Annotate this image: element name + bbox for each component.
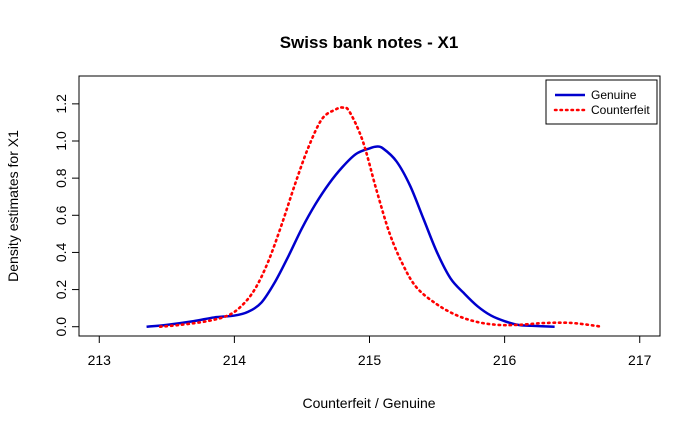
series-line-genuine [146,145,555,328]
y-tick-label: 0.4 [53,242,69,262]
y-tick-label: 0.0 [53,317,69,337]
y-axis-label: Density estimates for X1 [5,130,21,282]
y-tick-label: 0.8 [53,168,69,188]
legend-label-counterfeit: Counterfeit [591,103,650,117]
x-tick-label: 217 [628,352,652,368]
x-tick-label: 213 [88,352,112,368]
y-tick-label: 1.0 [53,131,69,151]
legend-label-genuine: Genuine [591,88,637,102]
x-tick-label: 215 [358,352,382,368]
x-axis: 213 214 215 216 217 [88,335,652,368]
chart-title: Swiss bank notes - X1 [280,33,459,52]
x-axis-label: Counterfeit / Genuine [302,395,435,411]
y-tick-label: 1.2 [53,94,69,114]
series-layer [146,106,604,329]
y-tick-label: 0.2 [53,280,69,300]
x-tick-label: 214 [223,352,247,368]
y-axis: 0.0 0.2 0.4 0.6 0.8 1.0 1.2 [53,94,80,337]
legend-box [545,79,658,125]
x-tick-label: 216 [493,352,517,368]
legend: Genuine Counterfeit [545,79,658,125]
series-line-counterfeit [158,106,604,329]
y-tick-label: 0.6 [53,205,69,225]
